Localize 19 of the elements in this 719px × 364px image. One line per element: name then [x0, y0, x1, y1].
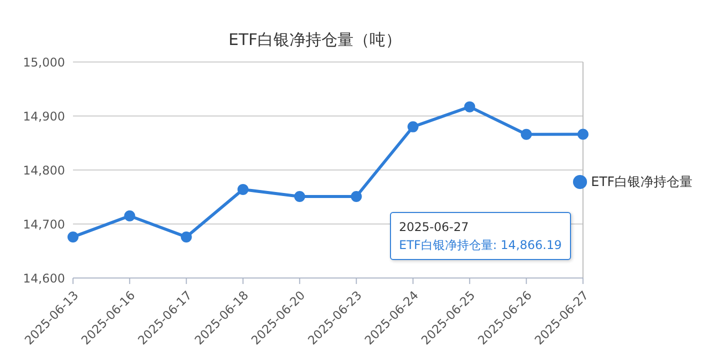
point — [350, 190, 362, 202]
point — [520, 128, 532, 140]
y-tick-label: 15,000 — [23, 55, 65, 70]
point — [464, 101, 476, 112]
point — [180, 231, 192, 242]
point — [578, 128, 588, 140]
annotation: ETF白银净持仓量: 14,866.19 — [399, 237, 562, 254]
annotation: 2025-06-27 — [399, 219, 470, 236]
point — [124, 210, 136, 222]
point — [408, 121, 418, 132]
y-tick-label: 14,600 — [23, 271, 65, 286]
point — [294, 190, 306, 202]
y-tick-label: 14,900 — [23, 109, 65, 124]
point — [238, 184, 248, 195]
legend-label: ETF白银净持仓量 — [591, 175, 693, 190]
point — [68, 231, 78, 242]
y-tick-label: 14,700 — [23, 217, 65, 232]
y-tick-label: 14,800 — [23, 163, 65, 178]
chart-title: ETF白银净持仓量（吨） — [227, 30, 403, 51]
